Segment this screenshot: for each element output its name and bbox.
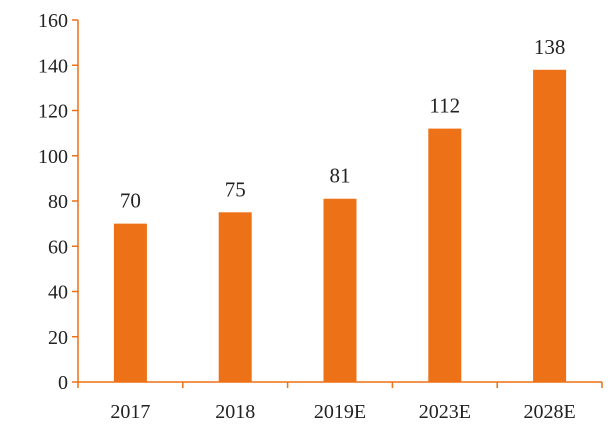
data-label-2018: 75 <box>225 177 246 201</box>
x-tick-label: 2023E <box>419 401 471 423</box>
bar-2018 <box>218 212 252 382</box>
y-tick-label: 20 <box>48 327 68 349</box>
bar-2023E <box>428 128 462 382</box>
data-label-2028E: 138 <box>534 35 566 59</box>
data-labels: 70 75 81 112 138 <box>120 35 565 213</box>
x-tick-label: 2017 <box>110 401 150 423</box>
bars <box>113 69 567 383</box>
y-tick-label: 140 <box>38 55 68 77</box>
x-axis: 2017 2018 2019E 2023E 2028E <box>77 381 603 423</box>
y-tick-label: 60 <box>48 236 68 258</box>
bar-2028E <box>533 69 567 383</box>
y-tick-label: 120 <box>38 101 68 123</box>
x-tick-label: 2028E <box>523 401 575 423</box>
bar-2019E <box>323 198 357 382</box>
bar-2017 <box>113 223 147 382</box>
y-tick-label: 40 <box>48 282 68 304</box>
y-tick-label: 160 <box>38 10 68 32</box>
x-tick-label: 2019E <box>314 401 366 423</box>
y-tick-label: 0 <box>58 372 68 394</box>
data-label-2017: 70 <box>120 189 141 213</box>
x-tick-label: 2018 <box>215 401 255 423</box>
data-label-2023E: 112 <box>429 94 460 118</box>
y-tick-label: 100 <box>38 146 68 168</box>
y-axis: 0 20 40 60 80 100 120 140 160 <box>38 10 79 394</box>
data-label-2019E: 81 <box>330 164 351 188</box>
y-tick-label: 80 <box>48 191 68 213</box>
